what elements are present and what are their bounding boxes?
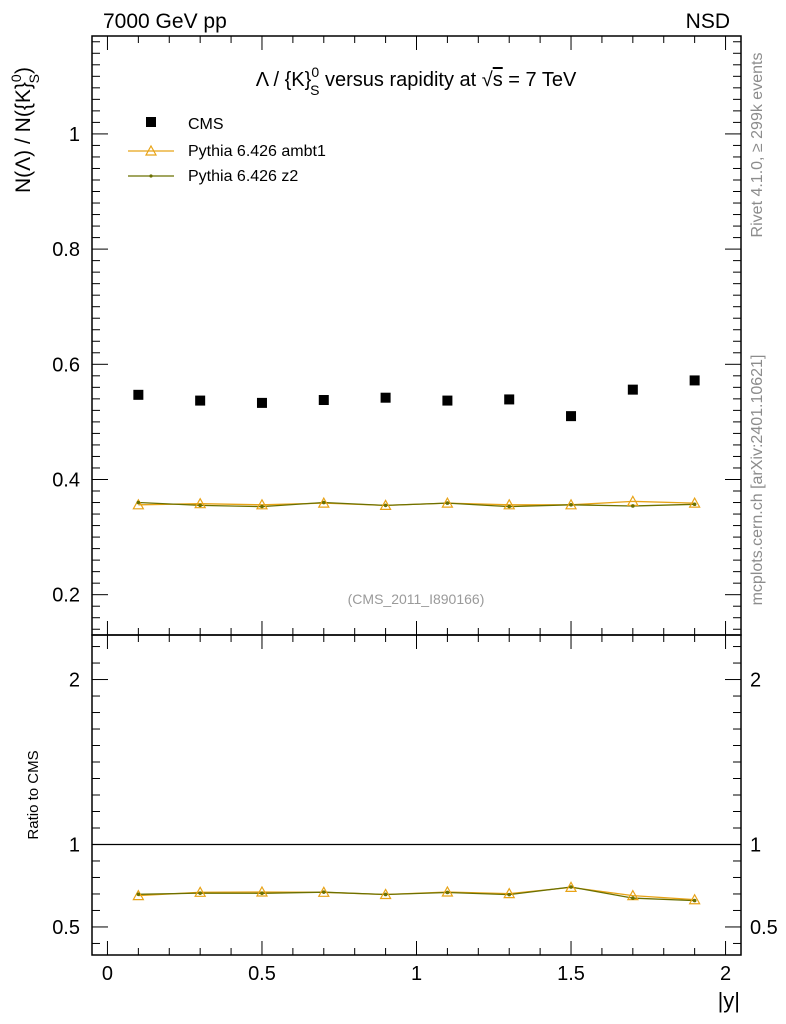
ratio-line-z2: [138, 886, 695, 902]
data-point-z2: [198, 503, 202, 508]
data-point-z2: [692, 502, 697, 507]
data-point-ambt1: [255, 498, 268, 510]
legend-marker-cms: [146, 117, 156, 127]
ratio-y-tick-label-left: 1: [69, 834, 80, 856]
data-point-ambt1: [503, 498, 516, 510]
main-y-tick-label: 0.2: [52, 585, 80, 607]
ratio-panel-frame: [91, 634, 742, 956]
data-point-ambt1: [565, 498, 578, 510]
data-point-ambt1: [688, 496, 701, 508]
ratio-point-ambt1: [441, 885, 454, 897]
main-y-tick-label: 0.6: [52, 354, 80, 376]
main-y-axis-label: N(Λ) / N({K}0 S): [8, 67, 42, 193]
data-point-z2: [569, 503, 573, 507]
data-point-ambt1: [317, 496, 330, 508]
data-point-cms: [195, 395, 206, 406]
ratio-y-tick-label-right: 2: [750, 670, 761, 692]
main-y-tick-label: 1: [69, 124, 80, 146]
legend: CMS Pythia 6.426 ambt1 Pythia 6.426 z2: [128, 116, 326, 185]
legend-label-cms: CMS: [188, 116, 224, 133]
data-point-cms: [380, 392, 391, 403]
legend-marker-ambt1: [144, 144, 158, 156]
ratio-point-ambt1: [255, 885, 268, 897]
ratio-point-z2: [260, 891, 264, 896]
ratio-point-ambt1: [317, 886, 330, 897]
data-point-ambt1: [132, 498, 145, 510]
mcplots-label: mcplots.cern.ch [arXiv:2401.10621]: [749, 355, 766, 606]
legend-marker-z2: [149, 174, 153, 178]
data-point-ambt1: [379, 499, 392, 511]
data-point-z2: [321, 500, 326, 505]
rivet-version-label: Rivet 4.1.0, ≥ 299k events: [749, 53, 766, 238]
data-point-cms: [627, 384, 638, 395]
x-axis-label: |y|: [718, 988, 740, 1013]
x-tick-label: 2: [720, 963, 731, 985]
ratio-point-ambt1: [379, 888, 392, 900]
ratio-point-ambt1: [194, 886, 207, 897]
ratio-y-tick-label-left: 0.5: [52, 917, 80, 939]
data-point-cms: [689, 375, 700, 386]
ratio-point-z2: [507, 892, 512, 897]
ratio-point-ambt1: [688, 893, 701, 905]
ratio-y-tick-label-right: 0.5: [750, 917, 778, 939]
data-point-z2: [136, 500, 141, 505]
ratio-point-ambt1: [503, 887, 516, 899]
ratio-point-ambt1: [565, 881, 578, 892]
ratio-y-tick-label-right: 1: [750, 834, 761, 856]
x-tick-label: 0: [102, 963, 113, 985]
data-point-cms: [442, 395, 453, 406]
x-tick-label: 1: [411, 963, 422, 985]
data-point-z2: [445, 501, 450, 505]
ratio-point-z2: [198, 891, 202, 895]
ratio-point-ambt1: [132, 889, 145, 901]
ratio-point-z2: [383, 892, 388, 897]
ratio-point-z2: [445, 890, 450, 895]
ratio-point-z2: [136, 892, 141, 897]
ratio-y-tick-label-left: 2: [69, 670, 80, 692]
x-tick-label: 0.5: [248, 963, 276, 985]
data-point-ambt1: [441, 496, 454, 508]
analysis-watermark: (CMS_2011_I890166): [348, 591, 485, 607]
legend-label-ambt1: Pythia 6.426 ambt1: [188, 143, 326, 160]
main-y-tick-label: 0.8: [52, 239, 80, 261]
process-label: NSD: [686, 10, 730, 33]
energy-label: 7000 GeV pp: [103, 10, 227, 33]
data-point-cms: [318, 395, 329, 406]
data-point-cms: [133, 389, 144, 400]
x-tick-label: 1.5: [557, 963, 585, 985]
data-point-z2: [631, 504, 635, 508]
ratio-point-z2: [321, 890, 326, 894]
data-point-cms: [504, 394, 515, 405]
data-point-cms: [566, 411, 577, 422]
data-point-cms: [256, 397, 267, 408]
data-point-z2: [383, 503, 388, 508]
ratio-y-axis-label: Ratio to CMS: [25, 750, 42, 839]
ratio-point-z2: [569, 885, 573, 889]
ratio-point-z2: [692, 898, 697, 903]
data-point-ambt1: [194, 497, 207, 509]
legend-label-z2: Pythia 6.426 z2: [188, 168, 298, 185]
plot-title: Λ / {K}0 S versus rapidity at √s = 7 TeV: [256, 64, 577, 98]
ratio-point-z2: [631, 896, 635, 900]
data-point-z2: [260, 504, 264, 509]
data-point-z2: [507, 504, 512, 509]
series-line-z2: [138, 501, 695, 508]
main-y-tick-label: 0.4: [52, 469, 80, 491]
